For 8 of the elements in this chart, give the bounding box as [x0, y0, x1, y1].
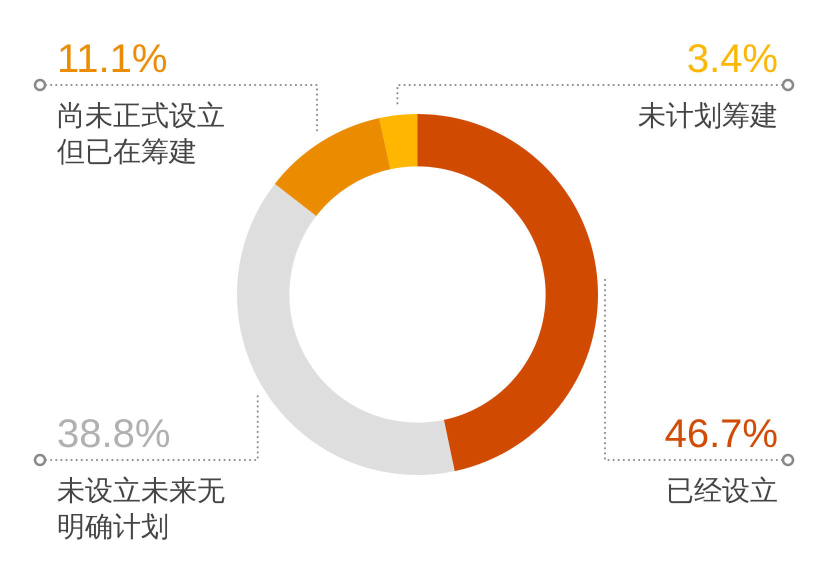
- data-label: 11.1%: [57, 37, 168, 81]
- slice-label: 已经设立: [666, 474, 778, 507]
- slice-label: 未设立未来无明确计划: [57, 474, 225, 543]
- slice-label: 未计划筹建: [638, 99, 778, 132]
- data-label: 38.8%: [57, 412, 170, 456]
- slice-label: 尚未正式设立但已在筹建: [57, 99, 225, 168]
- data-label: 46.7%: [664, 412, 778, 456]
- data-label: 3.4%: [686, 37, 778, 81]
